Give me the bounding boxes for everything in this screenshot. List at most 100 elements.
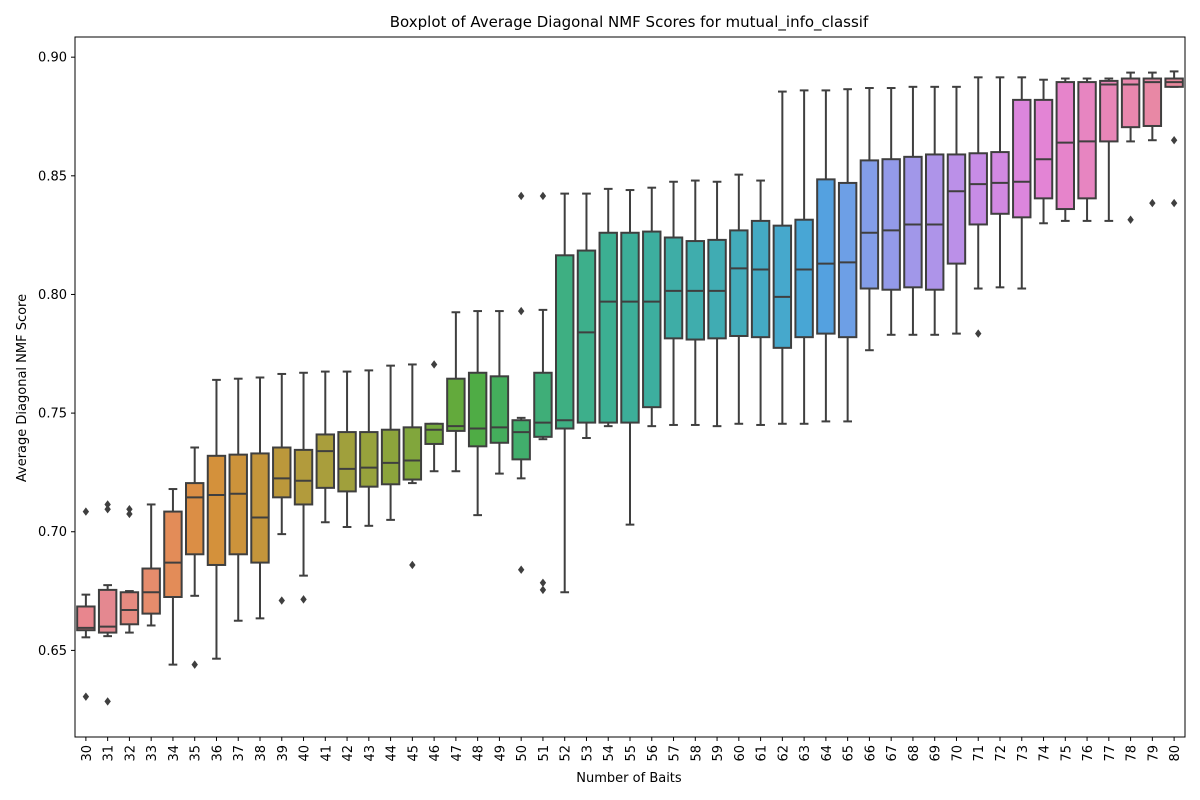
outlier-point [975, 329, 982, 338]
x-tick-label: 39 [276, 745, 291, 762]
box-38 [250, 452, 270, 564]
box-group-76 [1077, 77, 1097, 222]
x-tick-label: 72 [994, 745, 1009, 762]
box-group-50 [511, 191, 531, 574]
box-60 [729, 229, 749, 337]
box-group-59 [707, 180, 727, 428]
box-group-43 [359, 369, 379, 527]
box-group-39 [272, 372, 292, 605]
x-tick-label: 42 [341, 745, 356, 762]
x-tick-label: 57 [668, 745, 683, 762]
outlier-point [82, 692, 90, 701]
box-group-66 [859, 87, 880, 352]
x-tick-label: 31 [102, 745, 117, 762]
box-76 [1077, 81, 1097, 200]
box-56 [642, 230, 662, 409]
x-tick-label: 48 [472, 745, 487, 762]
x-tick-label: 65 [842, 745, 857, 762]
outlier-point [539, 585, 547, 595]
box-group-32 [119, 505, 140, 634]
y-tick-label: 0.85 [38, 169, 67, 184]
box-group-40 [293, 371, 314, 604]
x-tick-label: 45 [406, 745, 421, 762]
box-group-69 [925, 85, 945, 336]
box-41 [315, 433, 335, 489]
box-group-70 [946, 85, 967, 335]
box-group-71 [968, 76, 988, 338]
y-tick-label: 0.80 [38, 288, 67, 303]
outlier-point [191, 660, 198, 669]
box-54 [598, 231, 618, 424]
outlier-point [539, 191, 547, 201]
x-tick-label: 36 [210, 745, 225, 762]
outlier-point [1170, 198, 1178, 208]
box-group-72 [990, 76, 1010, 289]
box-group-44 [380, 364, 401, 521]
box-group-75 [1055, 77, 1076, 222]
x-tick-label: 80 [1168, 745, 1183, 762]
x-tick-label: 37 [232, 745, 247, 762]
x-tick-label: 77 [1103, 745, 1118, 762]
x-tick-label: 70 [950, 745, 965, 762]
x-tick-label: 76 [1081, 745, 1096, 762]
box-30 [76, 605, 96, 632]
x-tick-label: 56 [646, 745, 661, 762]
box-32 [119, 591, 140, 626]
box-66 [859, 159, 880, 290]
box-63 [794, 218, 814, 339]
x-tick-label: 52 [559, 745, 574, 762]
box-36 [206, 454, 227, 566]
box-68 [903, 155, 923, 289]
x-tick-label: 32 [123, 745, 138, 762]
box-group-65 [837, 88, 858, 423]
box-group-60 [729, 173, 749, 425]
x-tick-label: 50 [515, 745, 530, 762]
box-47 [446, 377, 466, 432]
box-group-79 [1142, 71, 1163, 208]
x-tick-label: 78 [1125, 745, 1140, 762]
x-tick-label: 35 [189, 745, 204, 762]
box-group-74 [1033, 78, 1054, 225]
box-53 [576, 249, 597, 424]
box-31 [97, 588, 118, 634]
outlier-point [1149, 198, 1156, 208]
box-group-48 [467, 310, 488, 517]
x-tick-label: 49 [493, 745, 508, 762]
box-group-36 [206, 378, 227, 660]
box-group-46 [424, 360, 444, 473]
x-tick-label: 71 [972, 745, 987, 762]
y-tick-label: 0.75 [38, 407, 67, 422]
x-axis-label: Number of Baits [576, 771, 682, 786]
x-tick-label: 67 [885, 745, 900, 762]
box-64 [816, 178, 836, 335]
box-35 [185, 482, 205, 556]
x-tick-label: 64 [820, 745, 835, 762]
outlier-point [409, 560, 416, 570]
box-group-41 [315, 370, 335, 524]
box-group-52 [555, 192, 575, 594]
chart-title: Boxplot of Average Diagonal NMF Scores f… [390, 13, 869, 32]
box-group-78 [1120, 71, 1141, 224]
x-tick-label: 55 [624, 745, 639, 762]
outlier-point [1127, 215, 1134, 224]
outlier-point [104, 697, 111, 706]
box-group-42 [337, 370, 357, 528]
box-group-33 [141, 503, 161, 627]
box-44 [380, 428, 401, 486]
outlier-point [104, 505, 111, 514]
box-61 [750, 219, 771, 339]
x-tick-label: 62 [776, 745, 791, 762]
x-tick-label: 51 [537, 745, 552, 762]
box-group-51 [533, 191, 553, 595]
x-tick-label: 63 [798, 745, 813, 762]
outlier-point [1170, 136, 1178, 145]
box-group-54 [598, 187, 618, 428]
box-62 [772, 224, 793, 349]
outlier-point [126, 505, 133, 514]
box-group-61 [750, 179, 771, 426]
x-tick-label: 47 [450, 745, 465, 762]
box-group-68 [903, 85, 923, 336]
x-tick-label: 66 [863, 745, 878, 762]
y-axis-label: Average Diagonal NMF Score [15, 294, 30, 482]
